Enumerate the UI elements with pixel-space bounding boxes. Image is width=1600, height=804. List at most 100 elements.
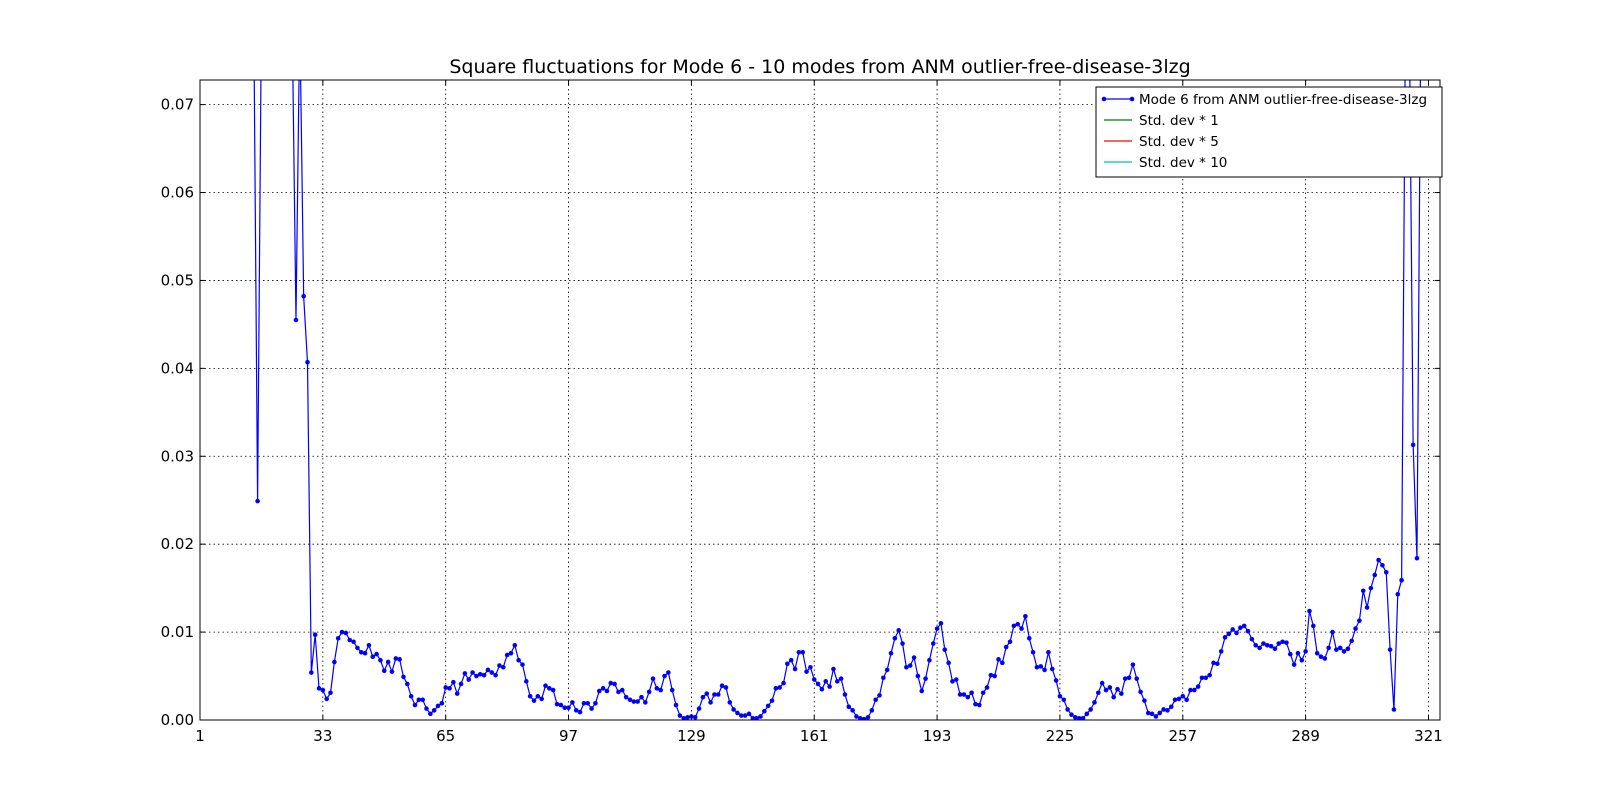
data-point	[293, 317, 299, 323]
data-point	[907, 663, 913, 668]
data-point	[370, 654, 376, 659]
data-point	[704, 691, 710, 696]
data-point	[881, 675, 886, 681]
data-point	[1168, 704, 1174, 710]
data-point	[616, 689, 621, 695]
x-tick-label: 97	[559, 727, 578, 745]
data-point	[873, 697, 878, 703]
data-point	[508, 650, 514, 656]
data-point	[351, 639, 356, 645]
data-point	[819, 686, 825, 692]
data-point	[1107, 685, 1113, 690]
data-point	[635, 699, 640, 704]
data-point	[1303, 649, 1308, 654]
data-point	[1007, 639, 1013, 645]
data-point	[1019, 626, 1024, 631]
data-point	[677, 713, 683, 718]
data-point	[1176, 696, 1182, 702]
data-point	[558, 702, 564, 708]
legend-box	[1095, 86, 1443, 178]
data-point	[746, 711, 752, 717]
data-point	[1199, 675, 1205, 681]
data-point	[1111, 694, 1116, 700]
data-point	[727, 700, 733, 705]
data-point	[953, 677, 959, 682]
data-point	[527, 693, 533, 699]
data-point	[1203, 675, 1209, 681]
data-point	[823, 679, 829, 684]
data-point	[915, 673, 921, 679]
data-point	[320, 687, 326, 693]
data-point	[769, 698, 775, 703]
grid	[200, 80, 1440, 720]
data-point	[788, 657, 794, 663]
data-point	[512, 642, 518, 648]
data-point	[646, 689, 652, 695]
data-point	[1349, 638, 1354, 644]
data-point	[381, 668, 387, 674]
data-point	[1061, 697, 1067, 703]
legend-label: Mode 6 from ANM outlier-free-disease-3lz…	[1139, 92, 1427, 108]
data-point	[1076, 715, 1082, 720]
data-point	[1192, 687, 1197, 693]
data-point	[362, 650, 368, 656]
data-point	[573, 708, 579, 713]
data-point	[1172, 697, 1178, 703]
data-point	[1257, 645, 1262, 651]
data-point	[1376, 557, 1381, 563]
data-point	[808, 664, 813, 670]
data-point	[493, 672, 498, 678]
data-point	[539, 696, 544, 702]
data-point	[792, 666, 798, 672]
data-point	[846, 704, 852, 710]
data-point	[834, 679, 840, 684]
data-point	[424, 706, 429, 711]
data-point	[481, 672, 487, 678]
data-point	[1322, 656, 1328, 661]
data-point	[1357, 618, 1362, 623]
data-point	[358, 650, 364, 655]
x-tick-label: 225	[1046, 727, 1075, 745]
data-point	[431, 708, 437, 713]
data-point	[428, 711, 433, 717]
chart-title: Square fluctuations for Mode 6 - 10 mode…	[449, 56, 1190, 78]
data-point	[1383, 570, 1389, 575]
data-point	[554, 701, 560, 707]
x-tick-label: 129	[677, 727, 706, 745]
data-point	[742, 713, 748, 718]
data-point	[1145, 710, 1151, 716]
data-point	[397, 657, 402, 662]
data-point	[550, 687, 556, 693]
data-point	[804, 669, 809, 674]
data-point	[339, 629, 345, 635]
data-point	[969, 690, 974, 696]
x-tick-label: 161	[800, 727, 829, 745]
data-point	[447, 686, 452, 691]
data-point	[973, 701, 978, 707]
data-point	[739, 713, 744, 718]
data-point	[712, 692, 717, 697]
data-point	[612, 681, 617, 687]
data-point	[811, 677, 817, 682]
data-point	[1414, 555, 1420, 561]
legend-marker	[1129, 96, 1135, 102]
data-point	[474, 673, 479, 679]
data-point	[1038, 664, 1044, 669]
data-point	[1314, 650, 1320, 656]
data-point	[1276, 641, 1282, 646]
data-point	[589, 706, 594, 711]
data-point	[439, 701, 445, 706]
data-point	[919, 688, 925, 694]
data-point	[1391, 707, 1397, 712]
x-tick-label: 65	[436, 727, 455, 745]
data-point	[562, 705, 568, 710]
data-point	[1307, 608, 1312, 614]
data-point	[1399, 577, 1404, 583]
data-point	[785, 661, 790, 667]
data-point	[420, 697, 425, 703]
data-point	[462, 671, 468, 676]
data-point	[1215, 661, 1220, 667]
data-point	[884, 667, 890, 673]
data-point	[324, 696, 329, 702]
